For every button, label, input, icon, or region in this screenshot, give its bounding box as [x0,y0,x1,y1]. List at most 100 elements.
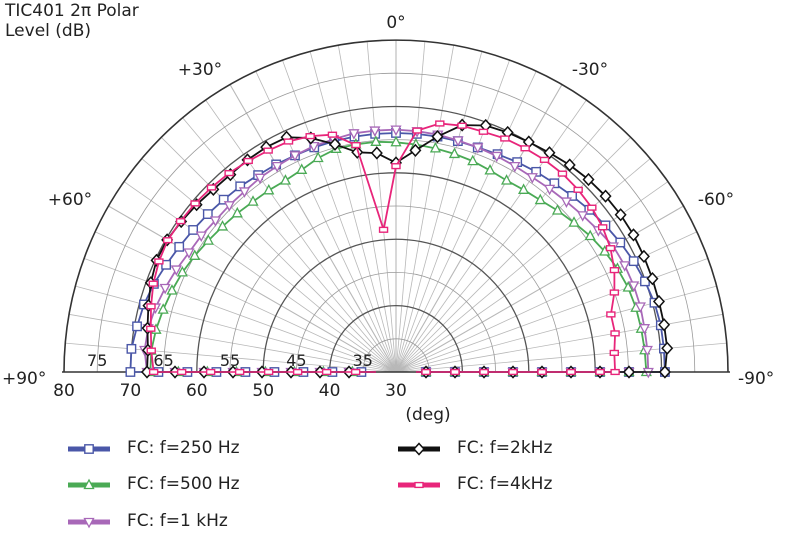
angle-label: -90° [738,369,774,389]
data-point [573,186,583,193]
data-point [218,194,229,205]
data-point [518,183,530,194]
series-4khz [146,120,620,376]
data-point [163,237,173,244]
legend-swatch-2khz [398,442,440,456]
angle-label: -30° [572,60,608,80]
data-point [174,241,185,252]
data-point [563,158,576,172]
data-point [484,164,496,175]
data-point [370,135,382,146]
legend-marker [83,478,95,490]
legend-swatch-1khz [68,517,110,529]
data-point [238,187,251,198]
data-point [370,146,383,160]
angle-label: +90° [2,369,46,389]
data-point [279,174,292,185]
data-point [500,174,513,185]
axis-labels: 0° +30° -30° +60° -60° +90° -90° 30 40 50 60 70 80 35… [2,13,774,425]
legend-swatch-500hz [68,478,110,490]
data-point [577,211,589,222]
data-point [263,147,273,154]
data-point [146,325,156,332]
data-point [609,349,619,357]
r-inner-label: 75 [87,351,107,370]
legend-swatch-250hz [68,444,110,454]
legend-marker [83,517,95,529]
data-point [491,151,503,163]
data-point [231,206,243,218]
grid-arc [362,338,430,373]
grid-arc [328,305,464,373]
grid-arc [196,172,596,373]
data-point [568,216,580,227]
grid-arc [63,39,729,373]
data-point [534,193,546,205]
data-point [289,151,301,162]
data-point [146,347,156,354]
data-point [305,133,315,140]
r-axis-unit: (deg) [405,405,450,425]
data-point [638,324,651,335]
data-point [327,131,338,138]
data-point [622,281,634,292]
legend [68,442,440,529]
data-point [478,128,489,135]
baseline-point [566,368,576,376]
r-tick-label: 40 [319,381,341,401]
data-point [431,129,444,144]
data-point [146,303,156,310]
data-point [605,245,616,252]
data-point [652,294,665,309]
legend-marker [414,481,424,489]
legend-marker [412,442,426,456]
data-point [628,281,640,292]
data-point [520,145,530,152]
data-point [429,141,442,153]
data-point [509,161,521,173]
baseline-point [450,368,460,376]
data-point [195,231,207,243]
data-point [188,225,199,235]
angle-label: 0° [386,13,405,33]
data-point [126,343,137,354]
data-point [189,249,201,260]
data-point [328,137,342,151]
data-point [500,135,510,142]
data-point [587,204,597,211]
baseline-point [350,368,361,376]
data-point [263,183,275,195]
data-point [166,284,178,295]
data-point [283,138,294,145]
baseline-point [479,368,489,376]
chart-title-line-2: Level (dB) [5,21,91,41]
data-point [526,173,538,184]
r-inner-label: 65 [153,351,173,370]
angle-label: +30° [178,60,222,80]
r-tick-label: 70 [120,381,142,401]
baseline-point [595,368,605,376]
angle-label: +60° [48,190,92,210]
baseline-point [508,368,518,376]
data-point [549,178,560,189]
data-point [391,163,401,170]
data-point [202,209,213,219]
data-point [216,220,229,231]
data-point [154,258,164,265]
data-point [567,191,577,201]
data-point [235,181,246,192]
angle-label: -60° [698,190,734,210]
data-point [584,229,596,241]
data-point [125,367,136,377]
data-point [183,248,195,259]
data-point [628,256,639,267]
baseline-point [176,368,187,376]
r-tick-label: 80 [53,381,75,401]
data-point [161,259,172,270]
data-point [378,226,389,233]
r-inner-label: 45 [286,351,306,370]
data-point [661,341,674,355]
baseline-point [263,368,274,376]
data-point [614,208,627,222]
